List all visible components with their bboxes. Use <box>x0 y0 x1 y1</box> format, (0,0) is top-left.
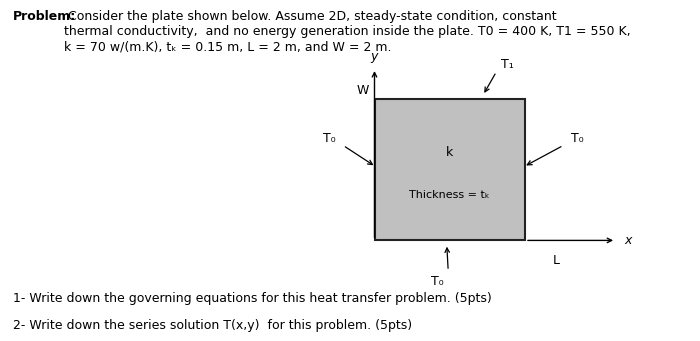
Text: T₀: T₀ <box>323 132 335 145</box>
Text: 2- Write down the series solution T(x,y)  for this problem. (5pts): 2- Write down the series solution T(x,y)… <box>13 319 412 332</box>
Text: L: L <box>553 254 560 267</box>
Text: T₀: T₀ <box>431 275 444 288</box>
Text: W: W <box>356 84 369 97</box>
Text: Consider the plate shown below. Assume 2D, steady-state condition, constant
ther: Consider the plate shown below. Assume 2… <box>64 10 631 53</box>
Text: k: k <box>446 146 454 159</box>
Text: T₁: T₁ <box>500 58 513 71</box>
Text: T₀: T₀ <box>571 132 584 145</box>
Text: x: x <box>624 234 632 247</box>
Text: Problem:: Problem: <box>13 10 76 23</box>
Text: 1- Write down the governing equations for this heat transfer problem. (5pts): 1- Write down the governing equations fo… <box>13 292 491 305</box>
Text: Thickness = tₖ: Thickness = tₖ <box>410 190 490 200</box>
Bar <box>374 99 525 240</box>
Text: y: y <box>371 50 378 63</box>
